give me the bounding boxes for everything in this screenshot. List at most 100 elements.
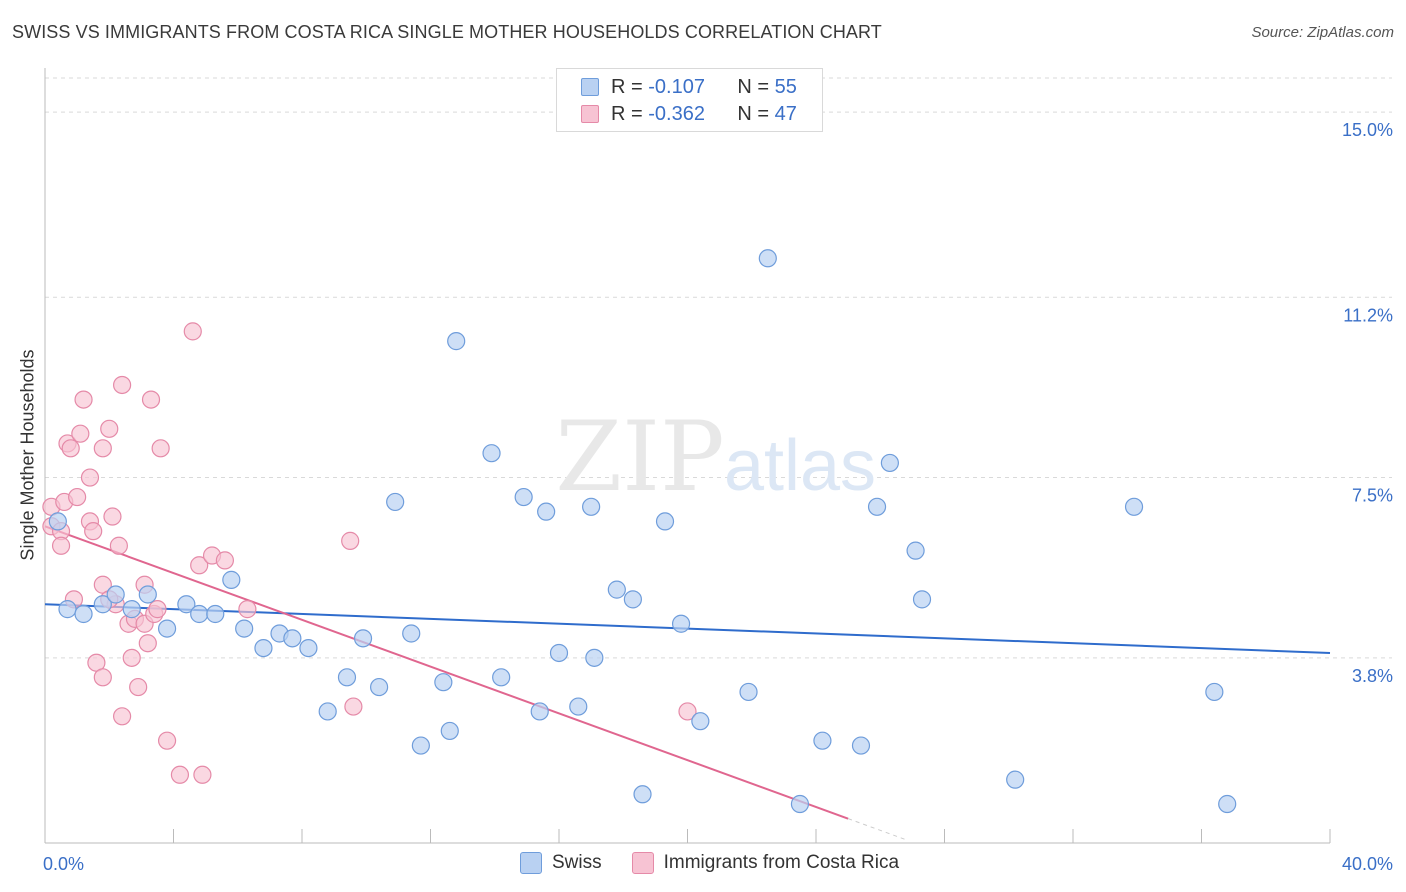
swiss-point [386, 492, 405, 512]
costa-rica-r-label: R = [611, 102, 643, 125]
legend-row-swiss: R = -0.107 N = 55 [581, 74, 797, 100]
costa-rica-point [68, 487, 87, 507]
watermark-zip: ZIP [555, 401, 724, 513]
costa-rica-point [183, 322, 202, 341]
swiss-point [48, 512, 67, 531]
y-tick-label: 11.2% [1343, 305, 1393, 325]
swiss-point [790, 794, 810, 814]
costa-rica-point [157, 731, 177, 750]
costa-rica-point [678, 702, 697, 721]
costa-rica-point [61, 439, 80, 458]
costa-rica-point [193, 765, 212, 784]
swiss-point [235, 619, 254, 638]
swiss-point [447, 332, 466, 351]
swiss-point [434, 673, 453, 692]
costa-rica-point [93, 668, 112, 687]
swiss-legend-label: Swiss [552, 852, 602, 873]
swiss-point [318, 702, 337, 721]
swiss-point [813, 731, 832, 750]
watermark-atlas: atlas [724, 426, 876, 506]
swiss-point [411, 736, 430, 755]
swiss-n-label: N = [737, 75, 770, 98]
costa-rica-point [109, 536, 128, 555]
swiss-point [482, 444, 501, 463]
swiss-point [106, 585, 125, 604]
swiss-point [582, 497, 601, 516]
costa-rica-point [190, 556, 209, 575]
swiss-point [440, 721, 459, 741]
swiss-point [254, 638, 273, 658]
costa-rica-point [93, 439, 112, 458]
axis-layer: 3.8% 7.5% 11.2% 15.0% 0.0% 40.0% [43, 68, 1393, 874]
costa-rica-point [112, 375, 132, 395]
correlation-legend: R = -0.107 N = 55 R = -0.362 N = 47 [556, 68, 823, 132]
points-layer [42, 249, 1237, 814]
y-tick-label: 15.0% [1342, 120, 1393, 140]
swiss-point [206, 604, 225, 624]
swiss-point [157, 619, 177, 638]
swiss-point [655, 512, 675, 531]
swiss-point [739, 682, 758, 702]
swiss-r-label: R = [611, 75, 643, 98]
swiss-point [58, 600, 77, 619]
swiss-point [514, 487, 533, 507]
costa-rica-point [100, 419, 119, 438]
costa-rica-legend-label: Immigrants from Costa Rica [663, 852, 900, 873]
swiss-point [906, 541, 925, 560]
swiss-point [549, 643, 569, 663]
series-legend: Swiss Immigrants from Costa Rica [520, 852, 929, 874]
swiss-point [177, 595, 196, 614]
swiss-point [1124, 497, 1144, 516]
swiss-point [402, 624, 421, 643]
costa-rica-point [112, 707, 132, 726]
swiss-point [353, 629, 373, 648]
swiss-point [537, 502, 556, 521]
swiss-point [633, 785, 652, 804]
swiss-r-value: -0.107 [648, 75, 705, 98]
y-tick-label: 3.8% [1352, 666, 1393, 686]
swiss-point [222, 570, 241, 589]
costa-rica-point [74, 390, 93, 409]
costa-rica-point [84, 522, 103, 541]
swiss-point [569, 697, 588, 716]
swiss-point [867, 497, 887, 516]
swiss-point [585, 648, 604, 667]
swiss-point [530, 702, 549, 721]
costa-rica-point [141, 390, 161, 409]
legend-item-costa-rica[interactable]: Immigrants from Costa Rica [631, 852, 900, 874]
swiss-n-value: 55 [774, 75, 797, 98]
costa-rica-legend-swatch [631, 852, 654, 874]
swiss-point [912, 590, 932, 609]
swiss-point [370, 677, 389, 697]
swiss-point [671, 614, 691, 633]
costa-rica-swatch [581, 105, 599, 123]
swiss-point [492, 668, 511, 687]
swiss-point [74, 604, 93, 624]
swiss-point [138, 585, 157, 604]
costa-rica-point [51, 536, 71, 555]
costa-rica-point [151, 439, 170, 458]
swiss-point [880, 453, 899, 473]
legend-row-costa-rica: R = -0.362 N = 47 [581, 101, 797, 127]
costa-rica-point [170, 765, 190, 784]
swiss-legend-swatch [520, 852, 542, 874]
swiss-point [299, 638, 318, 658]
costa-rica-point [122, 648, 141, 667]
costa-rica-trend-line [44, 525, 849, 820]
costa-rica-n-label: N = [737, 102, 770, 125]
chart-title: SWISS VS IMMIGRANTS FROM COSTA RICA SING… [12, 22, 882, 42]
x-tick-label: 40.0% [1342, 854, 1393, 874]
legend-item-swiss[interactable]: Swiss [520, 852, 602, 874]
swiss-point [122, 600, 141, 619]
costa-rica-point [148, 600, 167, 619]
swiss-point [337, 668, 357, 687]
costa-rica-point [103, 507, 122, 526]
grid-layer [45, 77, 1392, 659]
swiss-point [758, 249, 777, 268]
swiss-point [623, 590, 642, 609]
swiss-point [283, 629, 302, 648]
swiss-point [190, 604, 209, 624]
costa-rica-point [129, 677, 148, 697]
costa-rica-n-value: 47 [774, 102, 797, 125]
